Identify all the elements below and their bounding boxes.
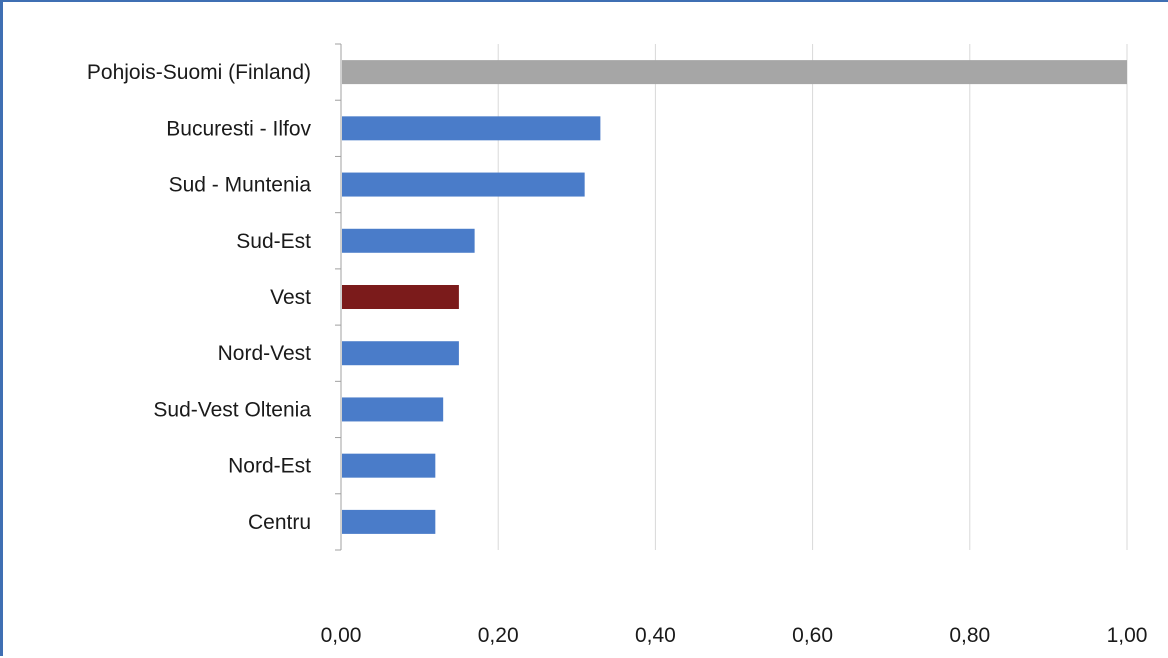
bar xyxy=(342,228,475,253)
x-tick-label: 0,40 xyxy=(635,624,676,647)
category-label: Nord-Est xyxy=(228,455,311,478)
bar xyxy=(342,397,444,422)
bar xyxy=(342,285,459,309)
bars xyxy=(342,60,1127,534)
bar xyxy=(342,60,1127,85)
x-tick-label: 0,60 xyxy=(792,624,833,647)
category-label: Bucuresti - Ilfov xyxy=(166,117,311,140)
y-axis xyxy=(335,43,342,551)
bar xyxy=(342,341,459,366)
category-label: Nord-Vest xyxy=(218,342,312,365)
bar xyxy=(342,509,436,534)
bar xyxy=(342,453,436,478)
category-labels: Pohjois-Suomi (Finland) Bucuresti - Ilfov… xyxy=(87,61,312,534)
x-tick-labels: 0,00 0,20 0,40 0,60 0,80 1,00 xyxy=(321,624,1148,647)
horizontal-bar-chart: Pohjois-Suomi (Finland) Bucuresti - Ilfov… xyxy=(87,43,1148,647)
x-tick-label: 0,20 xyxy=(478,624,519,647)
bar xyxy=(342,116,601,141)
bar xyxy=(342,172,585,197)
category-label: Pohjois-Suomi (Finland) xyxy=(87,61,311,84)
category-label: Sud-Vest Oltenia xyxy=(153,398,311,421)
x-tick-label: 0,00 xyxy=(321,624,362,647)
category-label: Vest xyxy=(270,286,311,309)
x-tick-label: 1,00 xyxy=(1107,624,1148,647)
category-label: Centru xyxy=(248,511,311,534)
category-label: Sud-Est xyxy=(236,230,311,253)
x-tick-label: 0,80 xyxy=(949,624,990,647)
gridlines xyxy=(497,44,1128,550)
category-label: Sud - Muntenia xyxy=(169,174,312,197)
